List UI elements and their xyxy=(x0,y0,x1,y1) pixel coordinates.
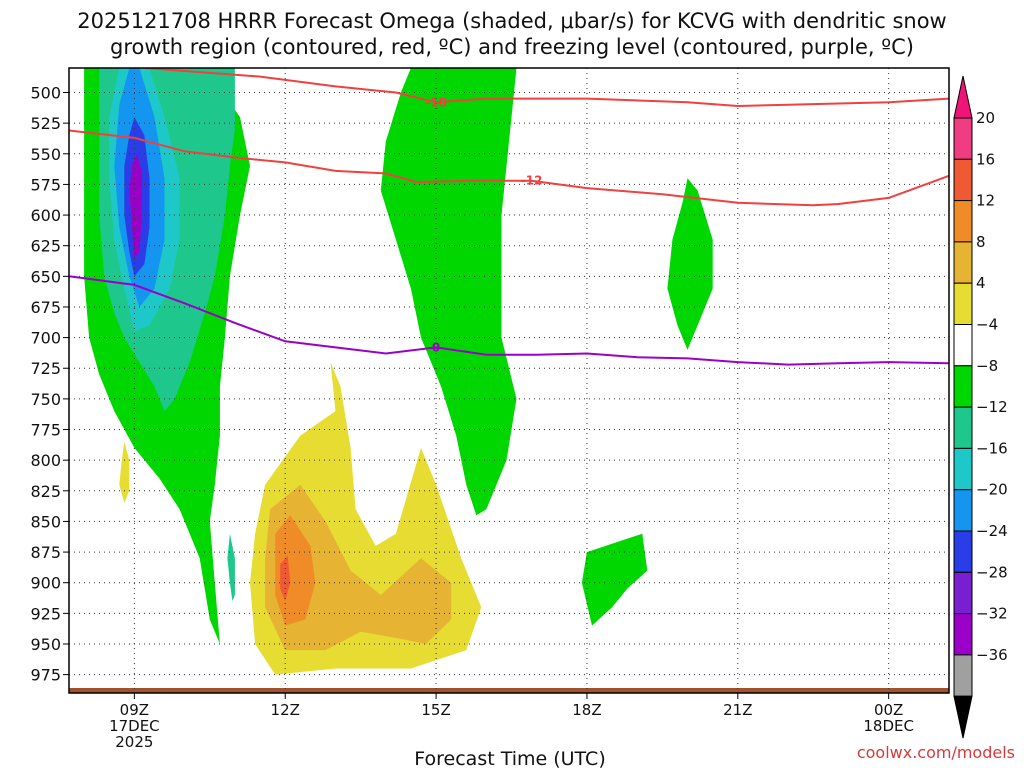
colorbar-label: 16 xyxy=(976,150,995,168)
x-tick-label: 00Z xyxy=(874,701,903,719)
colorbar-box xyxy=(953,447,973,491)
colorbar: 20 16 12 8 4 −4 −8 −12 −16 −20 −24 −28 −32 −36 xyxy=(953,75,1008,739)
colorbar-over-triangle xyxy=(953,75,973,119)
plot-frame xyxy=(68,67,950,694)
colorbar-label: −28 xyxy=(976,563,1008,581)
colorbar-label: 12 xyxy=(976,192,995,210)
colorbar-label: −8 xyxy=(976,357,998,375)
colorbar-label: 8 xyxy=(976,233,986,251)
x-axis-label: Forecast Time (UTC) xyxy=(414,748,605,768)
colorbar-box xyxy=(953,365,973,408)
y-tick-label: 675 xyxy=(30,298,61,317)
colorbar-box xyxy=(953,613,973,656)
colorbar-label: −24 xyxy=(976,522,1008,540)
y-tick-label: 600 xyxy=(30,206,61,225)
dendritic-red-contour-label: -12 xyxy=(521,174,543,188)
chart-title-line-2: growth region (contoured, red, ºC) and f… xyxy=(110,35,914,59)
y-tick-label: 925 xyxy=(30,604,61,623)
y-tick-label: 975 xyxy=(30,666,61,685)
omega-region-8-level-8 xyxy=(581,533,648,626)
colorbar-box xyxy=(953,324,973,367)
colorbar-under-triangle xyxy=(953,695,973,739)
dendritic-red-contour-1 xyxy=(69,129,949,207)
colorbar-box xyxy=(953,282,973,326)
gridlines xyxy=(69,68,949,693)
colorbar-box xyxy=(953,200,973,243)
contour-labels: -18 -12 0 xyxy=(425,95,543,354)
freezing-purple-contour-0 xyxy=(69,275,949,366)
x-tick-label: 18DEC xyxy=(863,717,914,735)
x-tick-label: 21Z xyxy=(723,701,752,719)
chart-title-line-1: 2025121708 HRRR Forecast Omega (shaded, … xyxy=(77,9,946,33)
y-tick-label: 850 xyxy=(30,512,61,531)
y-tick-label: 875 xyxy=(30,543,61,562)
y-tick-label: 500 xyxy=(30,84,61,103)
colorbar-box xyxy=(953,241,973,284)
colorbar-box xyxy=(953,489,973,532)
colorbar-label: −4 xyxy=(976,316,998,334)
y-tick-label: 775 xyxy=(30,421,61,440)
y-tick-label: 750 xyxy=(30,390,61,409)
y-tick-label: 550 xyxy=(30,145,61,164)
omega-shading xyxy=(69,68,949,693)
colorbar-box xyxy=(953,117,973,160)
colorbar-box xyxy=(953,406,973,449)
freezing-purple-contour-label: 0 xyxy=(432,340,440,354)
omega-region-10-level4 xyxy=(119,441,130,503)
colorbar-box xyxy=(953,571,973,615)
temperature-contours xyxy=(69,68,949,366)
y-tick-label: 525 xyxy=(30,114,61,133)
dendritic-red-contour-0 xyxy=(144,68,949,108)
x-tick-label: 15Z xyxy=(421,701,450,719)
y-tick-label: 900 xyxy=(30,574,61,593)
omega-region-7-level-8 xyxy=(667,178,713,350)
x-tick-label: 2025 xyxy=(115,733,153,751)
y-tick-label: 650 xyxy=(30,267,61,286)
x-tick-label: 09Z xyxy=(120,701,149,719)
colorbar-label: −16 xyxy=(976,439,1008,457)
x-tick-label: 17DEC xyxy=(109,717,160,735)
y-tick-label: 625 xyxy=(30,237,61,256)
source-credit[interactable]: coolwx.com/models xyxy=(857,743,1015,762)
dendritic-red-contour-label: -18 xyxy=(425,95,447,109)
y-tick-label: 575 xyxy=(30,175,61,194)
omega-region-12-level8 xyxy=(265,484,452,651)
y-tick-label: 725 xyxy=(30,359,61,378)
colorbar-label: −36 xyxy=(976,646,1008,664)
omega-region-6-level-8 xyxy=(380,68,517,516)
colorbar-box xyxy=(953,530,973,573)
colorbar-label: 20 xyxy=(976,109,995,127)
y-axis: 500 525 550 575 600 625 650 675 700 725 750 775 800 8… xyxy=(30,84,69,685)
x-tick-label: 18Z xyxy=(572,701,601,719)
y-tick-label: 825 xyxy=(30,482,61,501)
colorbar-label: 4 xyxy=(976,274,986,292)
x-tick-label: 12Z xyxy=(271,701,300,719)
ground-strip xyxy=(69,688,949,693)
colorbar-label: −12 xyxy=(976,398,1008,416)
colorbar-label: −32 xyxy=(976,605,1008,623)
y-tick-label: 700 xyxy=(30,329,61,348)
colorbar-box xyxy=(953,158,973,202)
omega-region-5-level-28 xyxy=(129,153,142,258)
colorbar-label: −20 xyxy=(976,481,1008,499)
y-tick-label: 800 xyxy=(30,451,61,470)
colorbar-box xyxy=(953,654,973,697)
omega-region-9-level-12 xyxy=(227,533,235,602)
y-tick-label: 950 xyxy=(30,635,61,654)
